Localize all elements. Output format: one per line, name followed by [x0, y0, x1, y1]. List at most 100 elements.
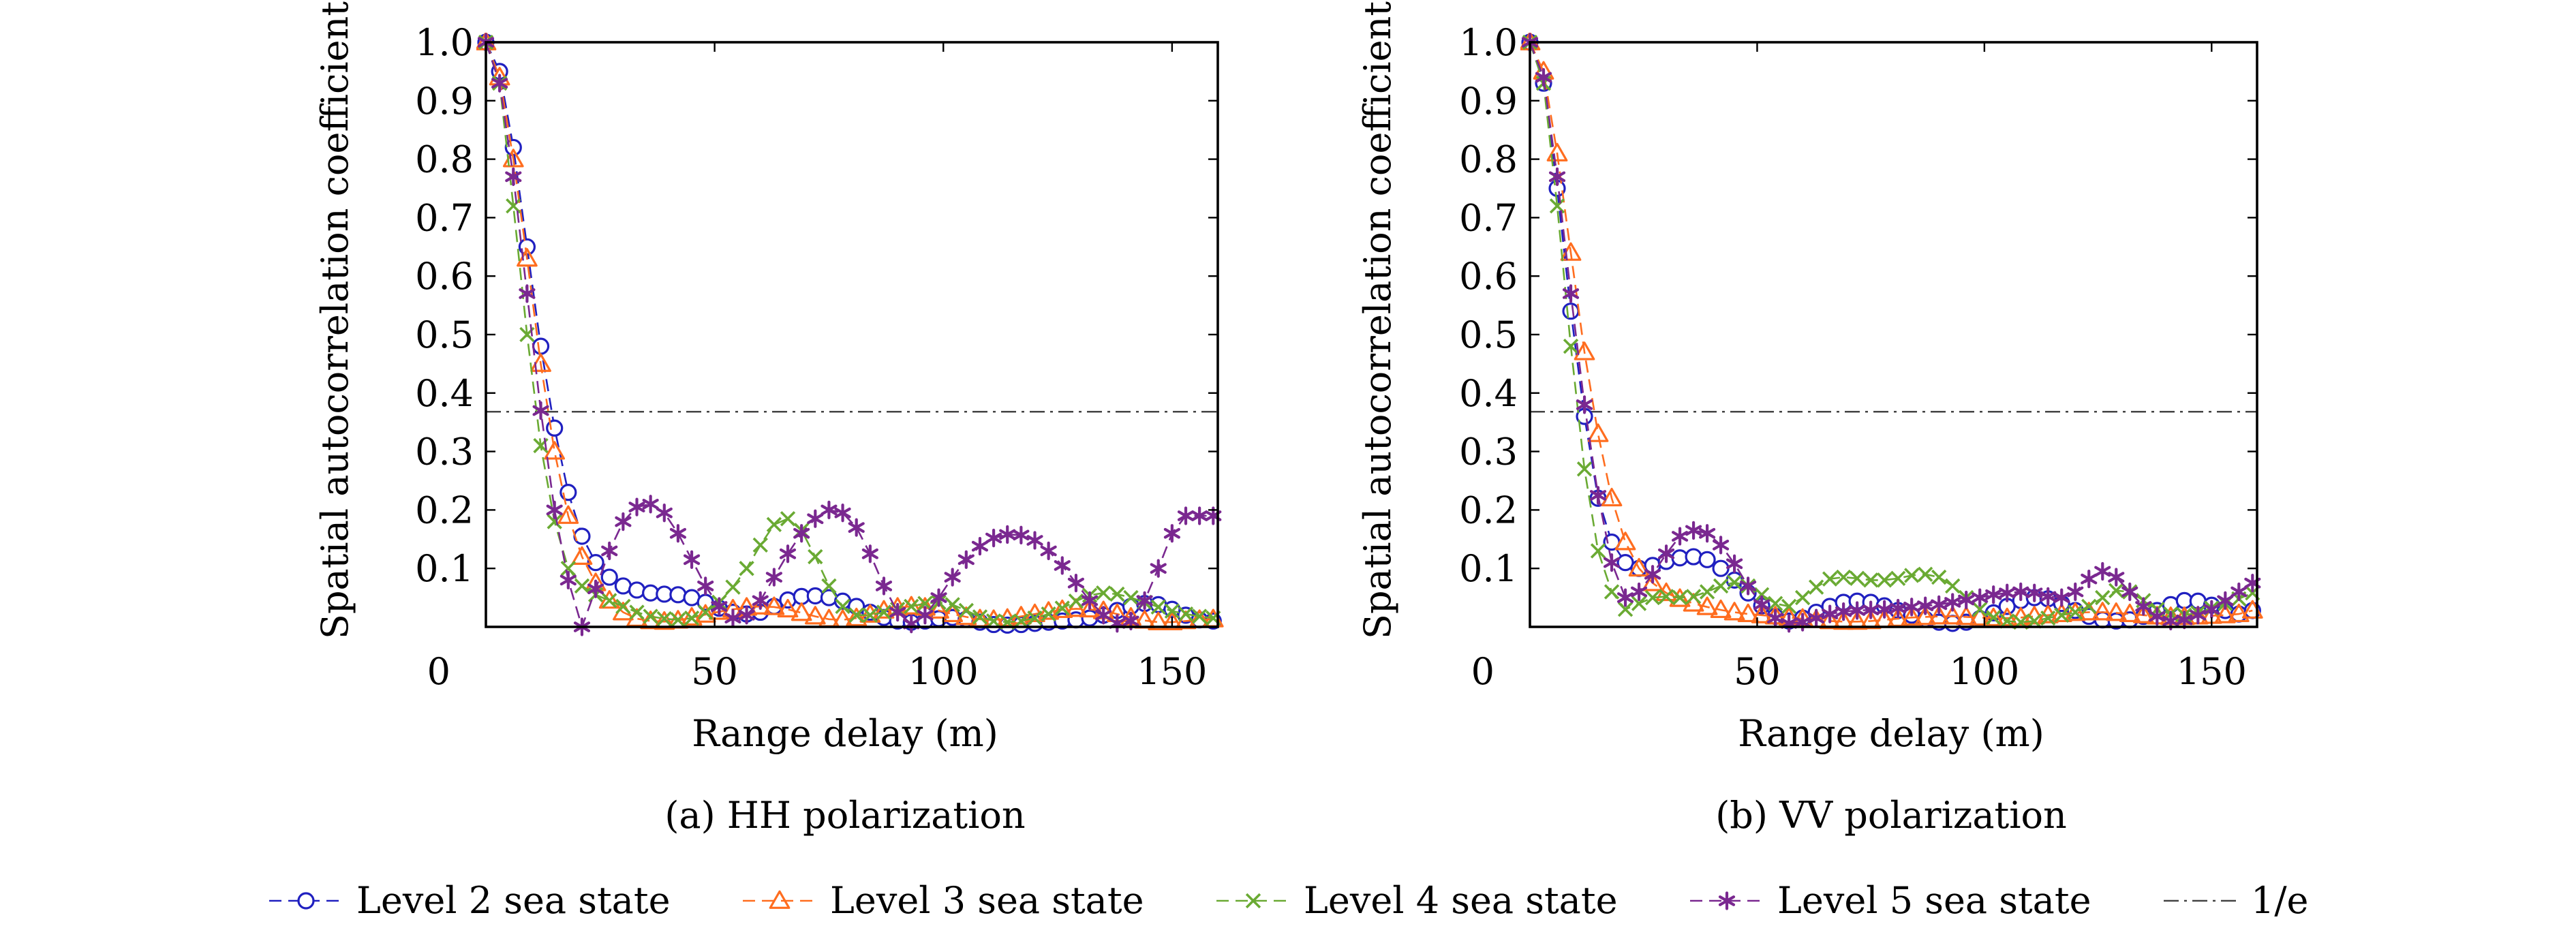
hh-point-level5: [985, 528, 1002, 548]
hh-y-tick-label: 0.3: [415, 431, 474, 474]
hh-point-level4: [876, 604, 892, 620]
hh-point-level5: [1067, 574, 1085, 593]
vv-point-level3: [1723, 602, 1745, 621]
hh-point-level4: [958, 602, 974, 619]
panel-hh: 0.10.20.30.40.50.60.70.80.91.00 50 100 150 …: [313, 1, 1224, 837]
vv-y-tick-label: 0.6: [1459, 255, 1518, 298]
vv-point-level4: [1862, 572, 1879, 588]
hh-point-level5: [917, 606, 934, 625]
vv-point-level5: [2121, 582, 2138, 602]
hh-point-level5: [738, 606, 755, 625]
hh-y-tick-label: 1.0: [415, 21, 474, 64]
hh-point-level5: [889, 602, 906, 622]
hh-point-level4: [1191, 608, 1208, 624]
legend-sample-level5: [1690, 891, 1764, 910]
hh-point-level3: [544, 441, 566, 460]
hh-point-level4: [725, 579, 741, 595]
hh-point-level5: [711, 597, 728, 616]
vv-point-level3: [2051, 603, 2072, 623]
vv-point-level5: [2067, 582, 2084, 602]
vv-y-tick-label: 0.3: [1459, 431, 1518, 474]
hh-point-level3: [654, 611, 675, 630]
vv-point-level4: [2068, 604, 2083, 620]
hh-point-level3: [750, 596, 771, 615]
vv-point-level5: [2012, 582, 2029, 602]
vv-x-tick-label: 50: [1734, 650, 1781, 693]
vv-point-level4: [1590, 543, 1606, 559]
hh-point-level5: [1026, 531, 1043, 550]
vv-x-tick-label: 150: [2177, 650, 2247, 693]
vv-point-level2: [1562, 303, 1580, 320]
vv-y-tick-label: 0.2: [1459, 489, 1518, 531]
vv-point-level2: [1698, 551, 1716, 568]
legend-label-level4: Level 4 sea state: [1304, 879, 1618, 922]
hh-point-level3: [763, 596, 785, 615]
vv-point-level3: [1982, 607, 2004, 627]
hh-point-level5: [765, 568, 782, 587]
hh-point-level4: [904, 598, 919, 615]
vv-point-level5: [1944, 593, 1961, 612]
vv-point-level5: [2081, 569, 2098, 589]
hh-point-level4: [1054, 600, 1070, 616]
hh-point-level4: [945, 597, 960, 613]
vv-point-level4: [1835, 569, 1852, 585]
hh-point-level4: [985, 613, 1002, 629]
hh-y-tick-label: 0.5: [415, 313, 474, 356]
vv-point-level3: [1901, 606, 1922, 626]
hh-point-level5: [1177, 506, 1195, 525]
hh-point-level5: [615, 512, 632, 531]
hh-point-level5: [834, 504, 851, 523]
vv-y-tick-label: 0.5: [1459, 313, 1518, 356]
vv-point-level5: [2040, 587, 2057, 606]
hh-point-level5: [957, 550, 975, 569]
hh-point-level3: [846, 607, 868, 627]
hh-point-level3: [1079, 598, 1101, 618]
hh-point-level5: [1191, 506, 1208, 525]
hh-point-level3: [557, 505, 579, 524]
hh-y-tick-label: 0.8: [415, 138, 474, 181]
hh-point-level5: [1081, 591, 1099, 611]
hh-y-tick-label: 0.9: [415, 80, 474, 123]
hh-point-level4: [560, 561, 576, 576]
hh-point-level5: [505, 167, 522, 186]
vv-point-level5: [1698, 524, 1716, 543]
hh-point-level4: [780, 511, 796, 527]
vv-point-level4: [1918, 566, 1933, 582]
vv-point-level4: [1903, 568, 1920, 583]
vv-point-level4: [1699, 584, 1715, 600]
hh-caption: (a) HH polarization: [664, 794, 1025, 837]
hh-point-level5: [1040, 541, 1057, 561]
legend-label-inv-e: 1/e: [2251, 879, 2309, 922]
hh-point-level4: [1013, 613, 1029, 629]
vv-point-level4: [1849, 570, 1865, 586]
vv-point-level5: [1822, 604, 1839, 623]
hh-point-level3: [928, 600, 949, 619]
hh-point-level5: [1163, 524, 1180, 543]
vv-line-level2: [1529, 42, 2253, 625]
vv-point-level3: [2119, 603, 2141, 623]
vv-y-tick-label: 0.9: [1459, 80, 1518, 123]
hh-point-level5: [519, 284, 536, 303]
hh-point-level4: [643, 608, 658, 624]
hh-point-level4: [1123, 589, 1139, 606]
hh-point-level5: [601, 541, 618, 561]
hh-point-level4: [1068, 593, 1084, 609]
vv-point-level4: [1685, 589, 1702, 604]
vv-point-level5: [2108, 568, 2125, 587]
hh-point-level4: [1096, 585, 1111, 601]
vv-point-level5: [1644, 565, 1661, 584]
vv-point-level5: [2094, 561, 2111, 581]
vv-axes-frame: [1529, 41, 2258, 628]
vv-plot-area: 0.1 0.2 0.3 0.4 0.5 0.6 0.7 0.8 0.9 1.0 0 50 100 150: [1459, 21, 2263, 693]
vv-point-level4: [1631, 596, 1647, 611]
hh-y-tick-label: 0.1: [415, 547, 474, 590]
hh-point-level4: [574, 578, 590, 594]
hh-point-level4: [1041, 606, 1056, 622]
hh-point-level2: [573, 527, 591, 545]
vv-point-level4: [2109, 583, 2124, 598]
vv-point-level5: [1589, 486, 1607, 505]
legend-marker: [1245, 893, 1261, 909]
vv-point-level5: [2217, 591, 2234, 611]
hh-point-level4: [1150, 599, 1166, 615]
vv-point-level4: [1822, 571, 1838, 587]
